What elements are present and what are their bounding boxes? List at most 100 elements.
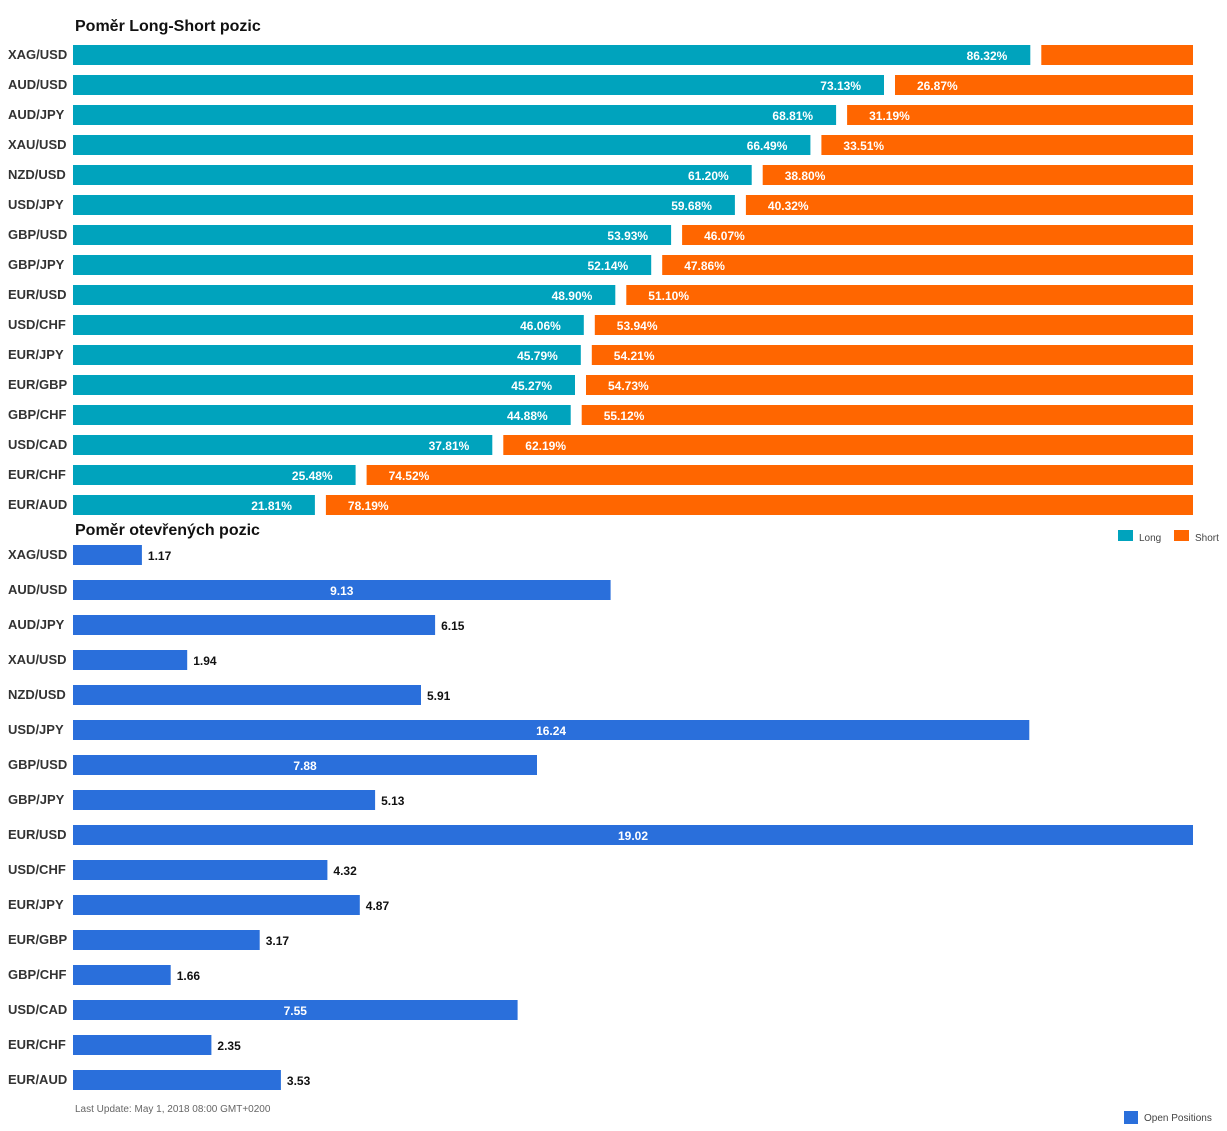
- op-category-usd-jpy: USD/JPY: [8, 722, 64, 737]
- legend-short-label: Short: [1195, 533, 1219, 544]
- ls-category-usd-chf: USD/CHF: [8, 317, 66, 332]
- ls-short-label-aud-usd: 26.87%: [917, 79, 958, 93]
- ls-long-label-xag-usd: 86.32%: [967, 49, 1008, 63]
- ls-long-label-eur-aud: 21.81%: [251, 499, 292, 513]
- op-label-eur-gbp: 3.17: [266, 934, 290, 948]
- open-positions-legend: Open Positions: [1124, 1111, 1212, 1124]
- op-label-eur-chf: 2.35: [217, 1039, 241, 1053]
- ls-category-aud-jpy: AUD/JPY: [8, 107, 65, 122]
- op-label-xag-usd: 1.17: [148, 549, 172, 563]
- ls-short-label-nzd-usd: 38.80%: [785, 169, 826, 183]
- ls-short-bar-eur-gbp: [586, 375, 1193, 395]
- op-bar-usd-jpy: [73, 720, 1030, 740]
- open-positions-chart: XAG/USD 1.17 AUD/USD 9.13 AUD/JPY 6.15 XAU/USD…: [8, 545, 1193, 1090]
- ls-short-label-eur-usd: 51.10%: [648, 289, 689, 303]
- ls-short-label-eur-chf: 74.52%: [389, 469, 430, 483]
- ls-category-eur-usd: EUR/USD: [8, 287, 67, 302]
- ls-category-aud-usd: AUD/USD: [8, 77, 67, 92]
- ls-long-label-usd-jpy: 59.68%: [671, 199, 712, 213]
- ls-long-label-usd-cad: 37.81%: [429, 439, 470, 453]
- ls-short-label-xau-usd: 33.51%: [843, 139, 884, 153]
- legend-short-swatch: [1174, 530, 1189, 541]
- ls-category-eur-aud: EUR/AUD: [8, 497, 67, 512]
- ls-short-bar-gbp-usd: [682, 225, 1193, 245]
- op-bar-xau-usd: [73, 650, 188, 670]
- ls-short-label-gbp-jpy: 47.86%: [684, 259, 725, 273]
- ls-category-xau-usd: XAU/USD: [8, 137, 67, 152]
- ls-long-bar-eur-gbp: [73, 375, 575, 395]
- ls-long-bar-usd-cad: [73, 435, 493, 455]
- op-label-gbp-usd: 7.88: [293, 759, 317, 773]
- op-bar-usd-cad: [73, 1000, 518, 1020]
- ls-long-bar-gbp-chf: [73, 405, 571, 425]
- ls-short-label-gbp-chf: 55.12%: [604, 409, 645, 423]
- op-bar-eur-jpy: [73, 895, 360, 915]
- ls-category-gbp-usd: GBP/USD: [8, 227, 67, 242]
- op-category-aud-jpy: AUD/JPY: [8, 617, 65, 632]
- op-bar-eur-chf: [73, 1035, 212, 1055]
- ls-long-bar-eur-aud: [73, 495, 315, 515]
- op-bar-gbp-chf: [73, 965, 171, 985]
- op-bar-eur-aud: [73, 1070, 281, 1090]
- ls-short-bar-eur-chf: [366, 465, 1194, 485]
- ls-category-eur-jpy: EUR/JPY: [8, 347, 64, 362]
- ls-category-eur-chf: EUR/CHF: [8, 467, 66, 482]
- ls-long-label-eur-usd: 48.90%: [552, 289, 593, 303]
- op-category-xag-usd: XAG/USD: [8, 547, 67, 562]
- ls-long-bar-eur-jpy: [73, 345, 581, 365]
- ls-short-label-aud-jpy: 31.19%: [869, 109, 910, 123]
- op-category-eur-gbp: EUR/GBP: [8, 932, 68, 947]
- op-label-eur-jpy: 4.87: [366, 899, 390, 913]
- op-bar-eur-gbp: [73, 930, 260, 950]
- op-bar-nzd-usd: [73, 685, 421, 705]
- ls-short-bar-xau-usd: [821, 135, 1193, 155]
- ls-long-label-eur-chf: 25.48%: [292, 469, 333, 483]
- op-category-usd-cad: USD/CAD: [8, 1002, 67, 1017]
- open-positions-title: Poměr otevřených pozic: [75, 522, 260, 539]
- ls-long-label-aud-usd: 73.13%: [820, 79, 861, 93]
- ls-long-label-gbp-usd: 53.93%: [607, 229, 648, 243]
- ls-long-bar-nzd-usd: [73, 165, 752, 185]
- legend-long-swatch: [1118, 530, 1133, 541]
- long-short-chart: XAG/USD 86.32% AUD/USD 73.13% 26.87% AUD/JPY 6…: [8, 45, 1194, 515]
- legend-open-label: Open Positions: [1144, 1113, 1212, 1124]
- ls-long-bar-eur-chf: [73, 465, 356, 485]
- op-category-usd-chf: USD/CHF: [8, 862, 66, 877]
- legend-long-label: Long: [1139, 533, 1161, 544]
- ls-short-bar-eur-aud: [325, 495, 1193, 515]
- ls-category-eur-gbp: EUR/GBP: [8, 377, 68, 392]
- ls-category-gbp-jpy: GBP/JPY: [8, 257, 65, 272]
- op-category-aud-usd: AUD/USD: [8, 582, 67, 597]
- ls-short-bar-usd-jpy: [745, 195, 1193, 215]
- op-category-nzd-usd: NZD/USD: [8, 687, 66, 702]
- op-label-nzd-usd: 5.91: [427, 689, 451, 703]
- ls-long-bar-usd-jpy: [73, 195, 735, 215]
- op-label-usd-jpy: 16.24: [536, 724, 566, 738]
- ls-long-bar-xau-usd: [73, 135, 811, 155]
- op-label-eur-usd: 19.02: [618, 829, 648, 843]
- ls-short-bar-aud-usd: [895, 75, 1193, 95]
- ls-category-xag-usd: XAG/USD: [8, 47, 67, 62]
- op-category-gbp-chf: GBP/CHF: [8, 967, 67, 982]
- ls-long-bar-usd-chf: [73, 315, 584, 335]
- op-bar-xag-usd: [73, 545, 142, 565]
- ls-short-bar-xag-usd: [1041, 45, 1193, 65]
- op-label-usd-cad: 7.55: [284, 1004, 308, 1018]
- op-label-usd-chf: 4.32: [333, 864, 357, 878]
- ls-long-label-eur-gbp: 45.27%: [511, 379, 552, 393]
- op-category-eur-usd: EUR/USD: [8, 827, 67, 842]
- ls-short-label-eur-gbp: 54.73%: [608, 379, 649, 393]
- legend-open-swatch: [1124, 1111, 1138, 1124]
- op-bar-gbp-usd: [73, 755, 537, 775]
- op-category-eur-jpy: EUR/JPY: [8, 897, 64, 912]
- ls-short-bar-eur-jpy: [591, 345, 1193, 365]
- ls-short-label-gbp-usd: 46.07%: [704, 229, 745, 243]
- ls-short-bar-usd-cad: [503, 435, 1193, 455]
- ls-long-label-eur-jpy: 45.79%: [517, 349, 558, 363]
- ls-long-label-usd-chf: 46.06%: [520, 319, 561, 333]
- ls-long-label-aud-jpy: 68.81%: [772, 109, 813, 123]
- op-category-gbp-usd: GBP/USD: [8, 757, 67, 772]
- ls-short-bar-usd-chf: [594, 315, 1193, 335]
- ls-category-usd-cad: USD/CAD: [8, 437, 67, 452]
- op-label-xau-usd: 1.94: [193, 654, 217, 668]
